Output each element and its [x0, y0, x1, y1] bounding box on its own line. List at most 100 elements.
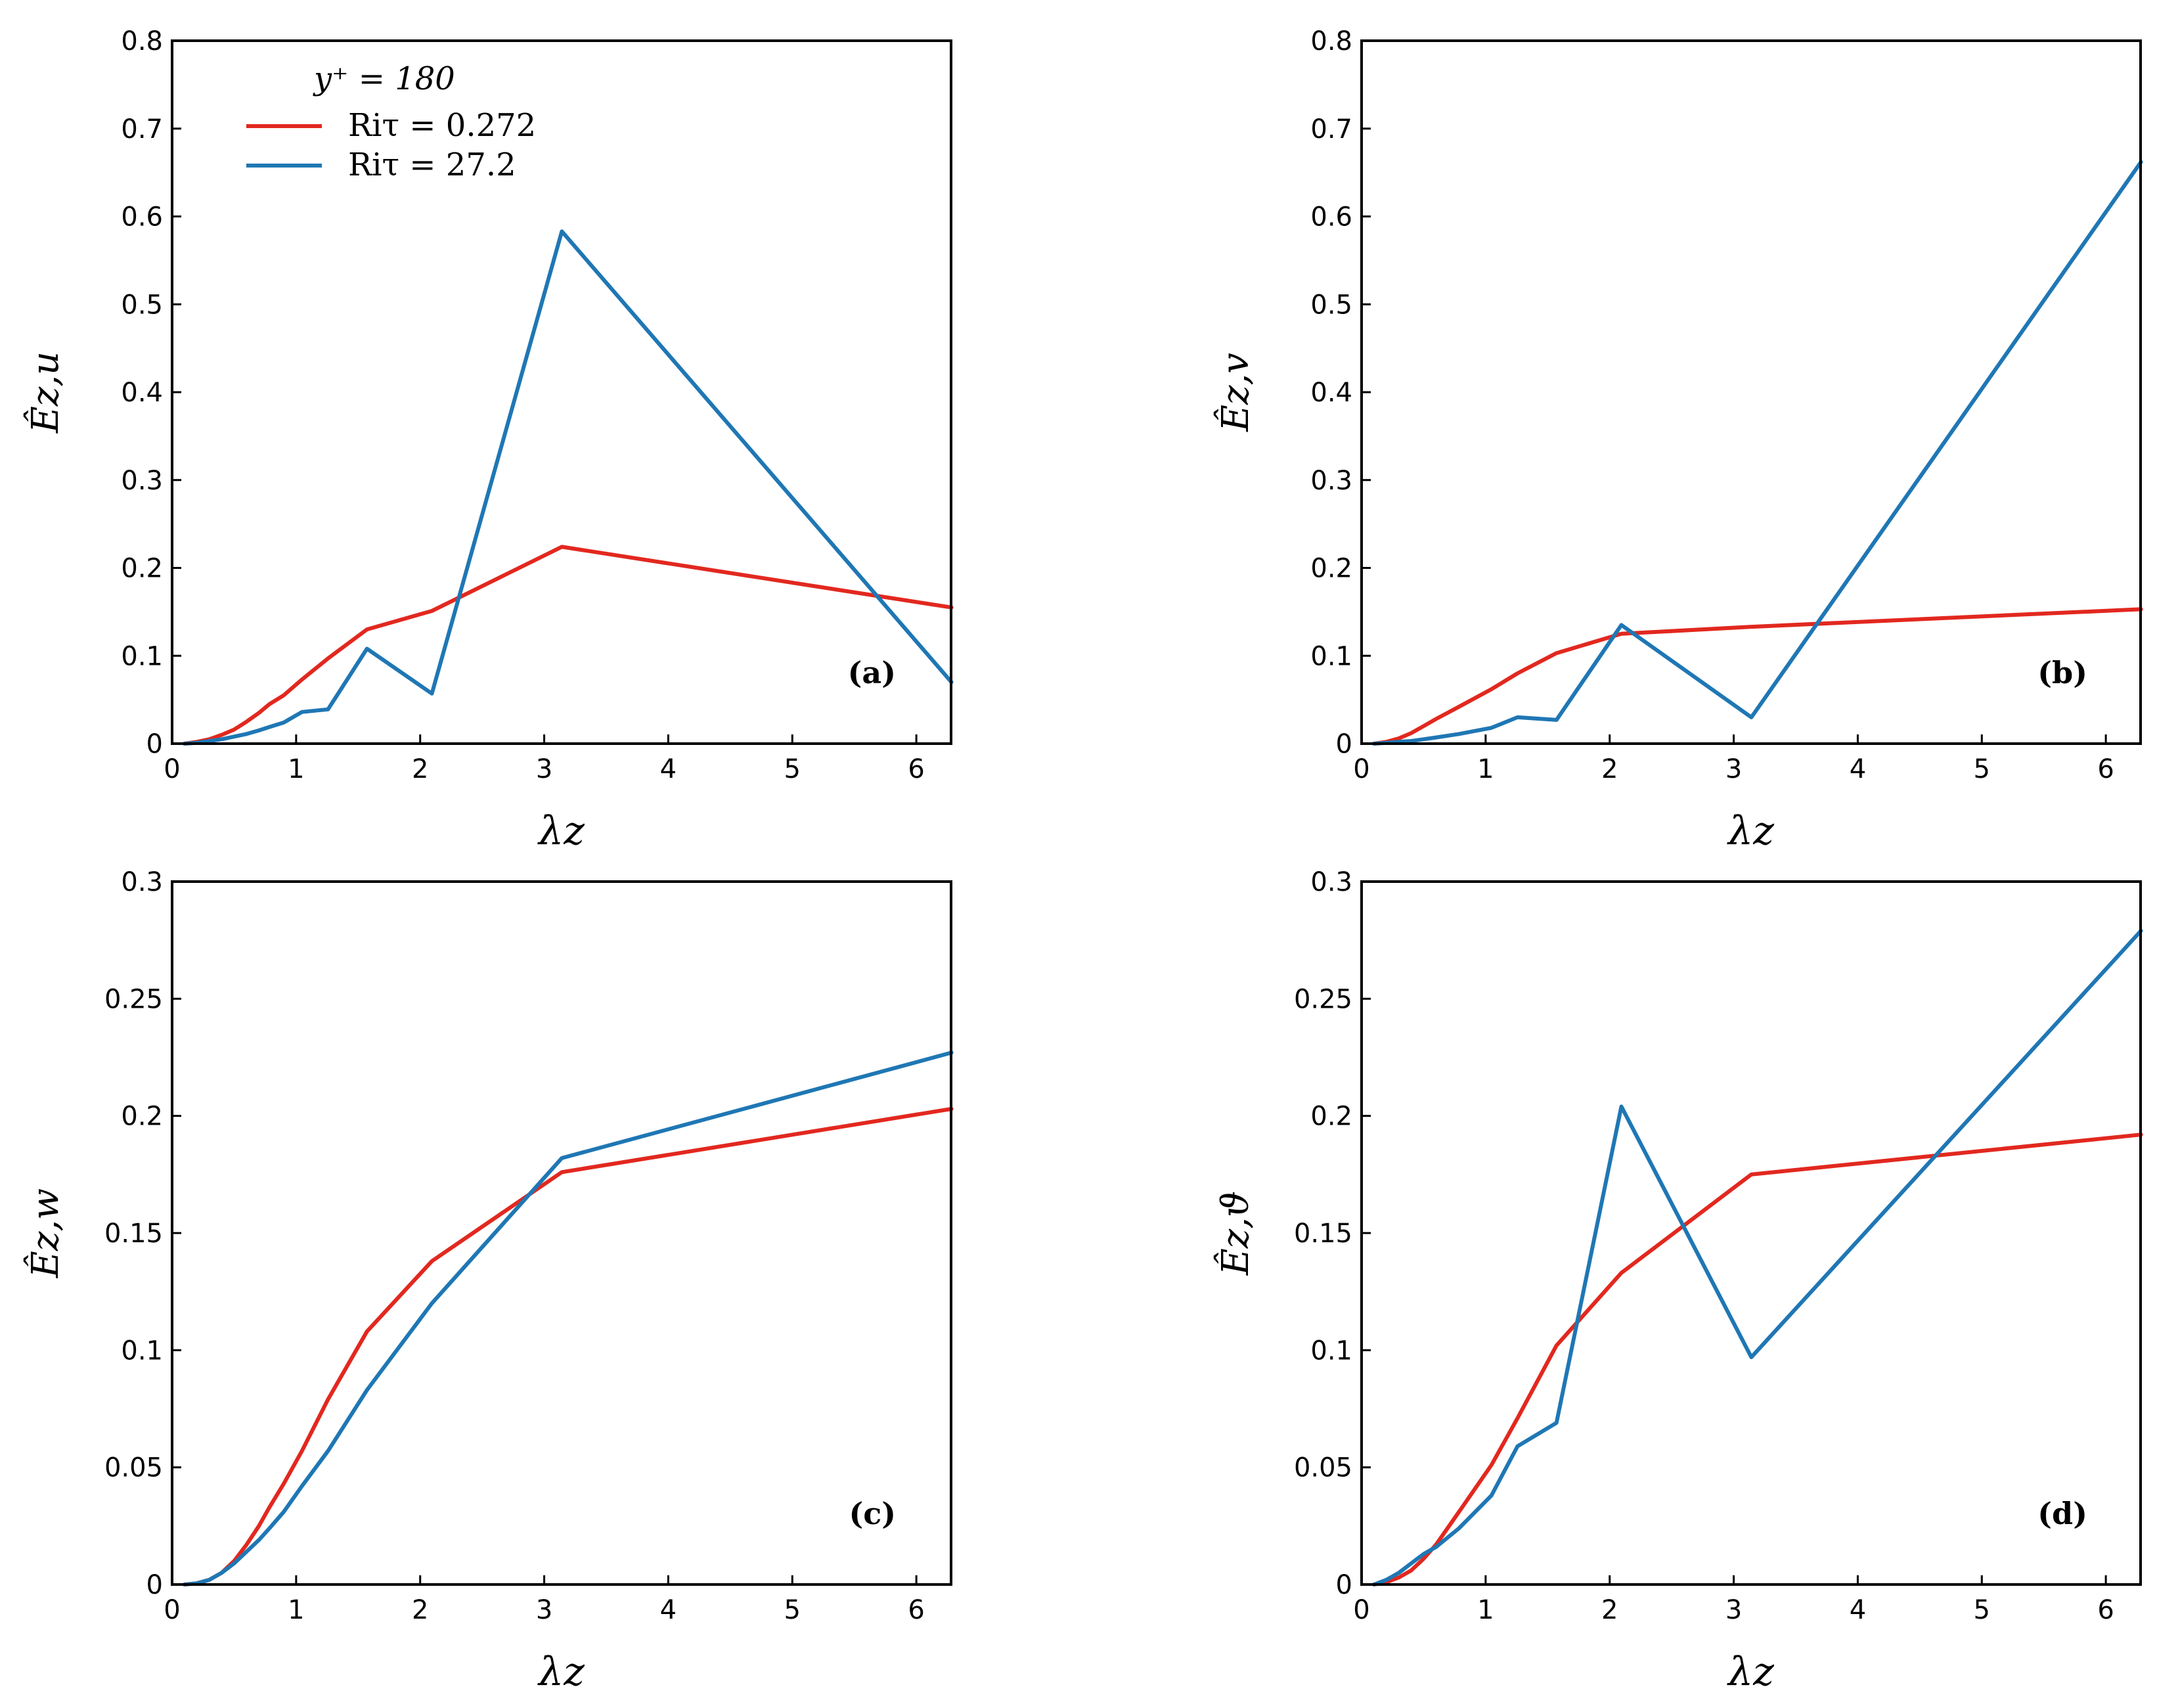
panel-b-ytick-label: 0 [1336, 729, 1352, 759]
panel-d-ytick-label: 0.15 [1294, 1219, 1352, 1249]
panel-d-xtick-label: 3 [1725, 1595, 1742, 1625]
panel-c-xtick-label: 6 [908, 1595, 924, 1625]
legend-label-red: Riτ = 0.272 [348, 107, 536, 144]
panel-d-xtick-label: 5 [1974, 1595, 1990, 1625]
panel-d-ytick-label: 0 [1336, 1570, 1352, 1600]
panel-b-ticks: 0 1 2 3 4 5 6 0 0.1 0.2 0.3 0.4 0.5 0.6 0.7 0.8 [1310, 26, 2114, 784]
panel-b-ytick-label: 0.3 [1310, 466, 1352, 496]
panel-b-ytick-label: 0.6 [1310, 202, 1352, 233]
panel-c-ytick-label: 0.2 [121, 1102, 163, 1132]
panel-a-ytick-label: 0 [146, 729, 163, 759]
panel-a-xtick-label: 6 [908, 754, 924, 784]
panel-a-ytick-label: 0.3 [121, 466, 163, 496]
panel-b-series-blue-line [1371, 160, 2143, 746]
legend-title: y⁺ = 180 [313, 60, 455, 97]
panel-b-xtick-label: 5 [1974, 754, 1990, 784]
panel-b-ytick-label: 0.7 [1310, 114, 1352, 145]
panel-c-xtick-label: 4 [660, 1595, 677, 1625]
panel-b-ytick-label: 0.5 [1310, 290, 1352, 320]
panel-b-ytick-label: 0.2 [1310, 554, 1352, 584]
panel-a-ytick-label: 0.5 [121, 290, 163, 320]
panel-c-ylabel: Êz,w [23, 1188, 67, 1278]
panel-a-xtick-label: 3 [536, 754, 552, 784]
panel-d-label: (d) [2037, 1496, 2087, 1531]
panel-b-xtick-label: 6 [2097, 754, 2114, 784]
panel-b-xtick-label: 3 [1725, 754, 1742, 784]
panel-a-xtick-label: 0 [164, 754, 180, 784]
panel-c-frame [171, 880, 952, 1586]
panel-c-series [182, 1050, 954, 1586]
panel-c: 0 1 2 3 4 5 6 0 0.05 0.1 0.15 0.2 0.25 0.3 (c) λz Êz,… [23, 867, 954, 1695]
panel-c-xtick-label: 1 [288, 1595, 304, 1625]
panel-c-ytick-label: 0.1 [121, 1336, 163, 1366]
panel-d-xtick-label: 0 [1353, 1595, 1369, 1625]
panel-c-series-red-line [182, 1107, 954, 1586]
panel-a-xlabel: λz [537, 808, 585, 854]
panel-a-ytick-label: 0.2 [121, 554, 163, 584]
panel-c-ytick-label: 0.15 [104, 1219, 163, 1249]
panel-a-ytick-label: 0.4 [121, 378, 163, 408]
panel-a-ytick-label: 0.6 [121, 202, 163, 233]
panel-d-xtick-label: 1 [1477, 1595, 1494, 1625]
panel-a-ytick-label: 0.1 [121, 641, 163, 671]
panel-a-series-blue-line [182, 229, 954, 746]
panel-a-ticks: 0 1 2 3 4 5 6 0 0.1 0.2 0.3 0.4 0.5 0.6 0.7 0.8 [121, 26, 924, 784]
panel-b-ytick-label: 0.8 [1310, 26, 1352, 56]
panel-b-ytick-label: 0.1 [1310, 641, 1352, 671]
panel-d-series-blue-line [1371, 928, 2143, 1586]
panel-d-ytick-label: 0.25 [1294, 984, 1352, 1014]
panel-c-ticks: 0 1 2 3 4 5 6 0 0.05 0.1 0.15 0.2 0.25 0.3 [104, 867, 925, 1625]
panel-b-frame [1360, 39, 2142, 745]
panel-c-xtick-label: 3 [536, 1595, 552, 1625]
panel-c-ytick-label: 0.05 [104, 1453, 163, 1483]
legend-label-blue: Riτ = 27.2 [348, 146, 516, 183]
panel-d-ticks: 0 1 2 3 4 5 6 0 0.05 0.1 0.15 0.2 0.25 0.3 [1294, 867, 2114, 1625]
panel-b-xtick-label: 1 [1477, 754, 1494, 784]
panel-c-series-blue-line [182, 1050, 954, 1586]
panel-d-series-red-line [1371, 1133, 2143, 1586]
legend: y⁺ = 180 Riτ = 0.272 Riτ = 27.2 [246, 60, 536, 183]
panel-a-ytick-label: 0.7 [121, 114, 163, 145]
panel-a-frame [171, 39, 952, 745]
panel-c-xtick-label: 5 [784, 1595, 801, 1625]
panel-c-ytick-label: 0 [146, 1570, 163, 1600]
panel-b-series [1371, 160, 2143, 746]
panel-d-ytick-label: 0.05 [1294, 1453, 1352, 1483]
panel-b-ylabel: Êz,v [1213, 353, 1257, 432]
panel-d-xlabel: λz [1727, 1649, 1774, 1695]
panel-a: 0 1 2 3 4 5 600.10.20.30.40.50.60.70.8 (a) λz … [23, 26, 954, 854]
panel-b-xlabel: λz [1727, 808, 1774, 854]
panel-d-xtick-label: 6 [2097, 1595, 2114, 1625]
panel-a-label: (a) [848, 655, 896, 690]
panel-d-xtick-label: 2 [1601, 1595, 1618, 1625]
panel-d-series [1371, 928, 2143, 1586]
panel-b-xtick-label: 4 [1850, 754, 1866, 784]
panel-a-ytick-label: 0.8 [121, 26, 163, 56]
panel-b-xtick-label: 0 [1353, 754, 1369, 784]
panel-a-series-red-line [182, 545, 954, 746]
panel-d-ylabel: Êz,ϑ [1213, 1191, 1257, 1276]
panel-a-xtick-label: 2 [412, 754, 428, 784]
panel-d-ytick-label: 0.2 [1310, 1102, 1352, 1132]
panel-d-ytick-label: 0.1 [1310, 1336, 1352, 1366]
panel-d-frame [1360, 880, 2142, 1586]
panel-a-ylabel: Êz,u [23, 351, 67, 434]
panel-c-xlabel: λz [537, 1649, 585, 1695]
panel-c-xtick-label: 2 [412, 1595, 428, 1625]
panel-b-ytick-label: 0.4 [1310, 378, 1352, 408]
panel-c-label: (c) [849, 1496, 896, 1531]
panel-b: 0 1 2 3 4 5 600.10.20.30.40.50.60.70.8 (b) λz … [1213, 26, 2143, 854]
panel-c-ytick-label: 0.3 [121, 867, 163, 897]
panel-a-series [182, 229, 954, 746]
panel-a-xtick-label: 1 [288, 754, 304, 784]
panel-b-series-red-line [1371, 607, 2143, 746]
panel-b-label: (b) [2037, 655, 2087, 690]
panel-a-xtick-label: 5 [784, 754, 801, 784]
panel-d-xtick-label: 4 [1850, 1595, 1866, 1625]
panel-b-xtick-label: 2 [1601, 754, 1618, 784]
panel-d-ytick-label: 0.3 [1310, 867, 1352, 897]
panel-c-ytick-label: 0.25 [104, 984, 163, 1014]
panel-c-xtick-label: 0 [164, 1595, 180, 1625]
panel-a-xtick-label: 4 [660, 754, 677, 784]
